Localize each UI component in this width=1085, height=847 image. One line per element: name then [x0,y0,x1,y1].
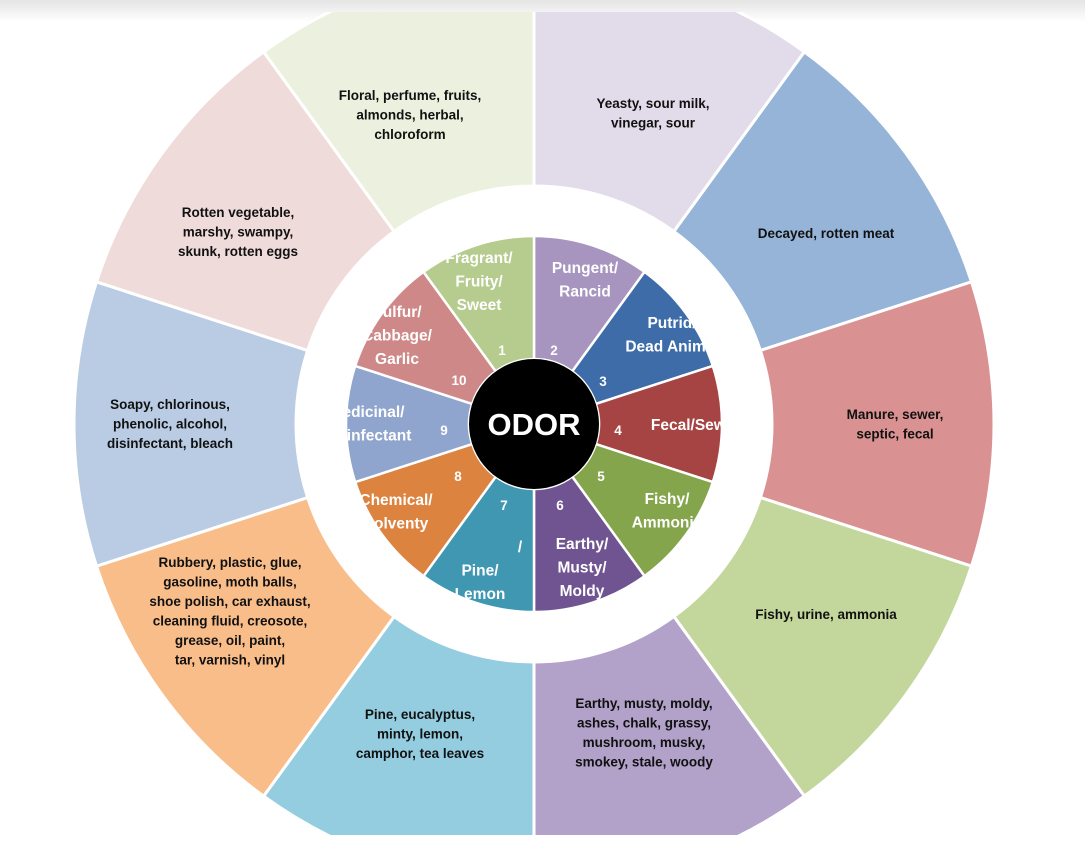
descriptor-label-8: Rubbery, plastic, glue, gasoline, moth ba… [149,555,310,668]
category-label-1: Fragrant/Fruity/Sweet [445,250,513,314]
center-circle [469,359,599,489]
category-number-2: 2 [550,343,558,358]
descriptor-label-9: Soapy, chlorinous, phenolic, alcohol, disi… [107,397,233,451]
wheel-labels: Floral, perfume, fruits, almonds, herbal,… [107,88,943,770]
category-number-4: 4 [614,423,622,438]
category-number-1: 1 [498,343,506,358]
category-label-7: / Pine/Lemon [455,539,523,603]
descriptor-label-1: Floral, perfume, fruits, almonds, herbal,… [339,88,482,142]
category-label-3: Putrid/Dead Animal [625,315,718,356]
center-label: ODOR [488,407,581,442]
outer-ring [72,12,996,835]
category-label-4: Fecal/Sewery [651,417,750,434]
descriptor-label-10: Rotten vegetable, marshy, swampy, skunk, r… [178,205,298,259]
outer-slice-6 [261,614,536,835]
outer-slice-8 [72,279,310,569]
descriptor-label-5: Fishy, urine, ammonia [755,607,897,622]
category-number-10: 10 [451,373,466,388]
category-number-8: 8 [454,469,462,484]
category-number-3: 3 [599,374,607,389]
outer-slice-7 [94,495,397,799]
inner-ring [344,234,724,614]
outer-slice-4 [671,495,974,799]
top-shade [0,0,1085,22]
outer-slice-9 [94,49,397,353]
descriptor-label-7: Pine, eucalyptus, minty, lemon, camphor, t… [356,707,484,761]
descriptor-label-2: Yeasty, sour milk, vinegar, sour [596,96,709,131]
outer-slice-5 [532,614,807,835]
outer-slice-3 [758,279,996,569]
outer-slice-1 [532,12,807,234]
descriptor-label-6: Earthy, musty, moldy, ashes, chalk, grass… [575,696,713,770]
category-label-5: Fishy/Ammonia [632,491,703,532]
category-label-6: Earthy/Musty/Moldy [556,536,609,600]
outer-slice-10 [261,12,536,234]
category-label-8: Chemical/Solventy [359,492,433,533]
category-number-6: 6 [556,498,564,513]
category-number-5: 5 [597,469,605,484]
category-label-9: Medicinal/Disinfectant [323,404,412,445]
category-number-7: 7 [500,498,508,513]
category-label-2: Pungent/Rancid [552,260,619,301]
outer-slice-2 [671,49,974,353]
descriptor-label-3: Decayed, rotten meat [758,226,895,241]
category-label-10: Sulfur/Cabbage/Garlic [362,304,432,368]
category-number-9: 9 [440,423,448,438]
descriptor-label-4: Manure, sewer, septic, fecal [847,407,944,442]
